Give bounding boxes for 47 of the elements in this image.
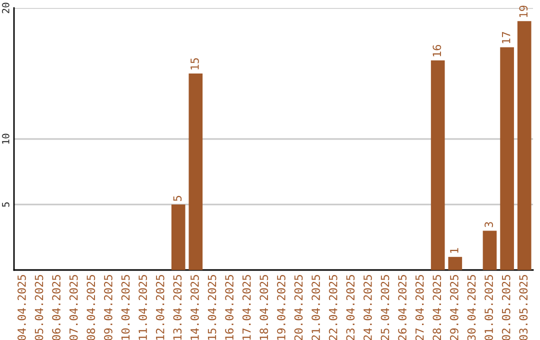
x-tick-label: 26.04.2025 xyxy=(398,275,407,340)
bar xyxy=(448,256,462,270)
x-tick-label: 10.04.2025 xyxy=(121,275,130,340)
x-tick-label: 12.04.2025 xyxy=(156,275,164,340)
bar xyxy=(500,47,514,270)
x-tick-label: 15.04.2025 xyxy=(208,275,216,340)
bar xyxy=(430,60,445,270)
x-tick-label: 14.04.2025 xyxy=(190,275,199,340)
x-tick-label: 18.04.2025 xyxy=(260,275,268,340)
bar xyxy=(482,230,497,270)
x-tick-label: 27.04.2025 xyxy=(415,275,424,340)
x-tick-label: 02.05.2025 xyxy=(502,275,510,340)
y-tick-label: 5 xyxy=(2,202,10,207)
x-tick-label: 11.04.2025 xyxy=(138,275,148,340)
x-tick-label: 09.04.2025 xyxy=(104,275,112,340)
x-tick-label: 30.04.2025 xyxy=(467,275,476,340)
bar xyxy=(171,204,186,270)
data-label: 17 xyxy=(502,32,510,44)
x-tick-label: 13.04.2025 xyxy=(173,275,182,340)
x-tick-label: 22.04.2025 xyxy=(328,275,338,340)
data-label: 16 xyxy=(432,44,442,56)
x-tick-label: 17.04.2025 xyxy=(242,275,251,340)
x-tick-label: 16.04.2025 xyxy=(225,275,234,340)
data-label: 1 xyxy=(450,248,458,253)
x-tick-label: 29.04.2025 xyxy=(450,275,458,340)
y-tick-label: 10 xyxy=(2,134,10,144)
x-tick-label: 20.04.2025 xyxy=(294,275,303,340)
bar xyxy=(517,21,532,270)
data-label: 15 xyxy=(190,58,199,70)
x-tick-label: 24.04.2025 xyxy=(364,275,372,340)
x-tick-label: 19.04.2025 xyxy=(277,275,286,340)
x-tick-label: 04.04.2025 xyxy=(18,275,26,340)
data-label: 5 xyxy=(173,196,182,201)
x-tick-label: 07.04.2025 xyxy=(69,275,78,340)
x-tick-label: 25.04.2025 xyxy=(380,275,390,340)
y-tick-label: 20 xyxy=(2,2,10,14)
x-tick-label: 28.04.2025 xyxy=(432,275,442,340)
x-tick-label: 06.04.2025 xyxy=(52,275,61,340)
x-tick-label: 23.04.2025 xyxy=(346,275,355,340)
x-tick-label: 21.04.2025 xyxy=(312,275,320,340)
x-tick-label: 08.04.2025 xyxy=(86,275,96,340)
bar xyxy=(188,74,203,270)
data-label: 19 xyxy=(519,6,528,17)
data-label: 3 xyxy=(484,222,494,228)
x-tick-label: 01.05.2025 xyxy=(484,275,494,340)
x-tick-label: 03.05.2025 xyxy=(519,275,528,340)
x-tick-label: 05.04.2025 xyxy=(34,275,44,340)
